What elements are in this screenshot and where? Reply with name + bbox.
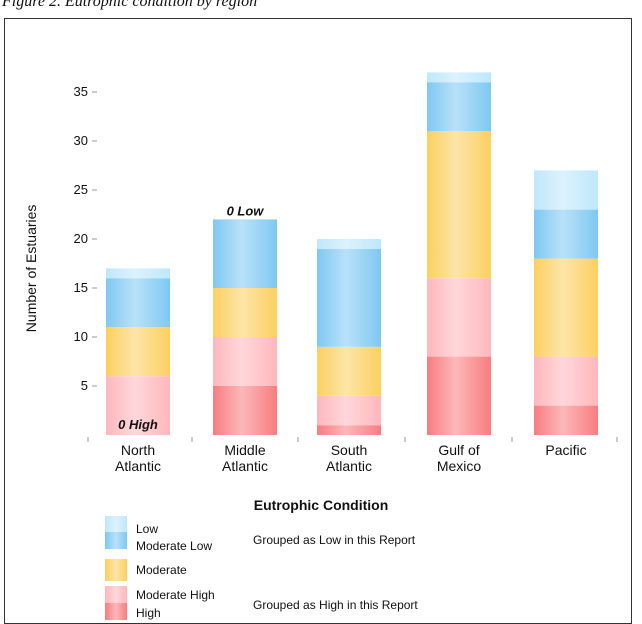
bar-segment-moderate-high	[534, 356, 598, 406]
x-category-label: Middle Atlantic	[222, 442, 268, 474]
legend-label-high: High	[136, 606, 161, 620]
figure-caption: Figure 2. Eutrophic condition by region	[2, 0, 258, 10]
bar-annotation: 0 High	[118, 417, 158, 432]
bar-segment-high	[427, 356, 491, 435]
bar-segment-moderate-high	[317, 395, 381, 426]
bar-segment-low	[317, 239, 381, 249]
legend-swatch-high	[105, 603, 127, 620]
legend-label-moderate: Moderate	[136, 563, 187, 577]
legend-swatch-moderate	[105, 559, 127, 581]
legend-swatch-low	[105, 516, 127, 532]
bar-segment-moderate	[534, 258, 598, 357]
bar-annotation: 0 Low	[227, 203, 265, 218]
bar-segment-high	[534, 405, 598, 435]
bar-segment-moderate-high	[427, 278, 491, 357]
legend-group-high-note: Grouped as High in this Report	[253, 598, 418, 612]
y-axis-title: Number of Estuaries	[23, 205, 39, 333]
y-tick-label: 20	[74, 231, 88, 246]
bar-segment-low	[106, 268, 170, 279]
y-tick-label: 15	[74, 280, 88, 295]
x-category-label: South Atlantic	[326, 442, 372, 474]
bar-segment-moderate-high	[213, 337, 277, 386]
bar-segment-moderate	[317, 346, 381, 396]
bar-segment-moderate-low	[427, 82, 491, 132]
legend-swatch-moderate-low	[105, 532, 127, 549]
bar-segment-moderate	[427, 131, 491, 279]
bar-segment-high	[213, 386, 277, 435]
bar-segment-moderate	[213, 288, 277, 337]
bar-segment-high	[317, 425, 381, 435]
bar-segment-low	[427, 72, 491, 83]
legend-swatch-moderate-high	[105, 586, 127, 603]
legend-label-moderate-high: Moderate High	[136, 588, 215, 602]
y-tick-label: 30	[74, 133, 88, 148]
bar-segment-moderate-low	[213, 219, 277, 288]
legend-title: Eutrophic Condition	[253, 497, 389, 513]
y-tick-label: 25	[74, 182, 88, 197]
y-tick-label: 35	[74, 84, 88, 99]
bar-segment-low	[534, 170, 598, 210]
legend-group-low-note: Grouped as Low in this Report	[253, 533, 416, 547]
bar-segment-moderate-low	[534, 209, 598, 259]
legend-label-moderate-low: Moderate Low	[136, 539, 213, 553]
bar-segment-moderate-high	[106, 376, 170, 435]
legend-label-low: Low	[136, 522, 159, 536]
x-category-label: Gulf of Mexico	[437, 442, 482, 474]
y-tick-label: 5	[81, 378, 88, 393]
x-category-label: North Atlantic	[115, 442, 161, 474]
bar-segment-moderate-low	[106, 278, 170, 328]
y-tick-label: 10	[74, 329, 88, 344]
bar-segment-moderate	[106, 327, 170, 377]
bar-segment-moderate-low	[317, 248, 381, 347]
x-category-label: Pacific	[545, 442, 586, 458]
